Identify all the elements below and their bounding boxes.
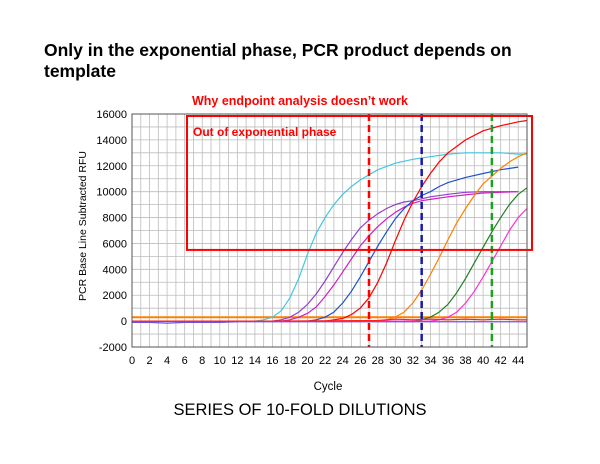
- series-line-3: [132, 191, 519, 322]
- chart-vlines-group: [367, 114, 494, 347]
- x-tick-label: 6: [182, 355, 188, 367]
- x-tick-label: 16: [266, 355, 278, 367]
- x-tick-label: 14: [249, 355, 261, 367]
- y-tick-label: 10000: [96, 187, 127, 199]
- y-tick-label: 14000: [96, 135, 127, 147]
- y-tick-label: 4000: [103, 264, 127, 276]
- series-line-9: [132, 318, 527, 322]
- y-tick-label: 8000: [103, 213, 127, 225]
- chart-grid: [131, 113, 528, 348]
- x-tick-label: 30: [389, 355, 401, 367]
- x-tick-label: 8: [199, 355, 205, 367]
- y-tick-label: 0: [121, 316, 127, 328]
- x-tick-label: 18: [284, 355, 296, 367]
- chart-annotation-group: Out of exponential phase: [186, 115, 533, 251]
- slide-title: Only in the exponential phase, PCR produ…: [44, 40, 512, 81]
- x-tick-label: 24: [337, 355, 349, 367]
- x-tick-label: 28: [372, 355, 384, 367]
- chart-series-group: [132, 119, 528, 324]
- x-tick-label: 2: [146, 355, 152, 367]
- y-axis-label: PCR Base Line Subtracted RFU: [77, 151, 89, 301]
- x-tick-label: 22: [319, 355, 331, 367]
- x-tick-label: 38: [459, 355, 471, 367]
- chart-caption: SERIES OF 10-FOLD DILUTIONS: [173, 401, 427, 419]
- x-axis-label: Cycle: [314, 381, 343, 393]
- series-line-4: [132, 166, 519, 322]
- x-tick-label: 4: [164, 355, 170, 367]
- exponential-phase-box: [186, 115, 533, 251]
- series-line-1: [132, 152, 527, 322]
- series-line-10: [132, 321, 527, 324]
- series-line-6: [132, 152, 528, 322]
- x-tick-label: 40: [477, 355, 489, 367]
- x-tick-label: 36: [442, 355, 454, 367]
- x-tick-label: 42: [495, 355, 507, 367]
- x-tick-label: 32: [407, 355, 419, 367]
- chart-title: Why endpoint analysis doesn’t work: [191, 94, 408, 108]
- x-tick-label: 34: [424, 355, 436, 367]
- x-tick-label: 12: [231, 355, 243, 367]
- series-line-5: [132, 119, 528, 322]
- x-tick-label: 20: [301, 355, 313, 367]
- y-tick-label: 6000: [103, 238, 127, 250]
- x-tick-label: 44: [512, 355, 524, 367]
- x-tick-label: 26: [354, 355, 366, 367]
- x-tick-label: 10: [214, 355, 226, 367]
- chart-axes: -200002000400060008000100001200014000160…: [96, 109, 528, 367]
- x-tick-label: 0: [129, 355, 135, 367]
- series-line-2: [132, 191, 519, 322]
- y-tick-label: 16000: [96, 109, 127, 121]
- y-tick-label: 12000: [96, 161, 127, 173]
- y-tick-label: -2000: [99, 342, 127, 354]
- box-label: Out of exponential phase: [193, 125, 337, 139]
- plot-border: [131, 113, 528, 348]
- y-tick-label: 2000: [103, 290, 127, 302]
